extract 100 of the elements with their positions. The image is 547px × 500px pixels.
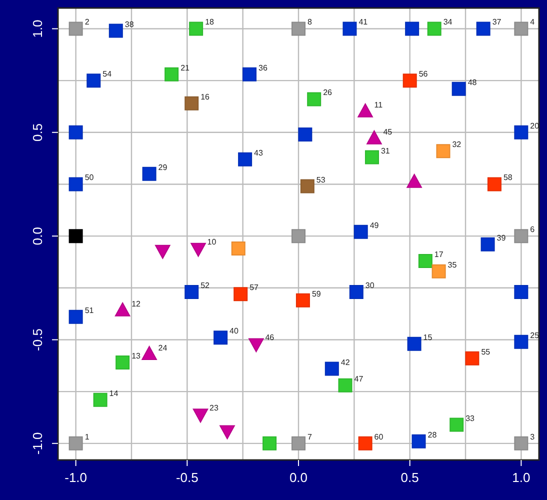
annotation: 52 [200,281,210,290]
point [242,67,257,82]
annotation: 34 [443,18,453,27]
annotation: 51 [84,306,94,315]
point [514,334,528,349]
point [184,285,199,300]
point [338,378,352,392]
annotation: 53 [316,175,326,184]
x-tick-label: 1.0 [512,470,530,485]
x-tick-label: -1.0 [64,470,88,485]
point [405,22,420,36]
point [342,22,357,36]
annotation: 11 [374,100,384,110]
point [262,436,277,450]
point [354,224,368,239]
annotation: 43 [254,148,264,158]
annotation: 24 [158,343,168,352]
point [86,74,101,88]
annotation: 20 [530,121,540,130]
point [358,103,373,118]
annotation: 58 [503,173,513,182]
point [480,237,495,252]
point [189,22,204,36]
point [116,356,130,370]
y-tick-label: -1.0 [30,432,45,455]
annotation: 39 [496,233,506,242]
point [234,287,248,302]
point [406,174,422,188]
annotation: 32 [452,140,462,150]
point [407,336,422,351]
point [296,293,310,308]
y-tick-label: 1.0 [30,20,45,38]
annotation: 23 [210,403,219,412]
point [68,177,83,192]
point [418,254,432,268]
annotation: 7 [308,432,312,442]
point [436,144,450,158]
annotation: 17 [434,250,444,259]
point [366,130,382,144]
annotation: 42 [340,358,350,367]
point [432,264,446,278]
point [248,338,264,352]
point [68,436,83,450]
point [452,82,466,96]
point [427,22,442,36]
point [514,125,528,140]
point [292,436,306,450]
x-tick-label: 0.5 [400,470,419,485]
annotation: 2 [84,18,90,27]
annotation: 33 [466,414,476,423]
annotation: 12 [132,300,142,309]
x-tick-label: 0.0 [289,470,308,485]
point [487,177,502,192]
annotation: 15 [423,332,433,342]
annotation: 4 [530,18,536,27]
annotation: 59 [312,289,322,298]
annotation: 47 [354,374,364,384]
point [349,285,364,300]
point [514,229,528,244]
annotation: 30 [365,281,375,290]
annotation: 57 [250,283,260,292]
point [190,242,206,257]
annotation: 29 [158,162,168,172]
point [514,285,528,300]
point [214,330,228,345]
annotation: 60 [374,432,384,442]
annotation: 6 [530,225,536,234]
point [220,425,235,440]
point [300,179,314,194]
annotation: 16 [200,92,210,102]
point [450,418,464,432]
point [155,244,170,259]
point [307,92,322,106]
point [476,22,490,36]
annotation: 35 [448,260,458,270]
annotation: 18 [205,18,215,27]
point [292,22,306,36]
point [164,67,179,82]
point [68,22,83,36]
annotation: 41 [358,18,368,27]
annotation: 37 [492,18,502,27]
annotation: 49 [370,220,380,230]
annotation: 54 [102,70,112,79]
annotation: 1 [84,432,90,442]
point [93,392,108,407]
point [184,96,199,110]
annotation: 14 [109,388,119,398]
point [324,362,339,376]
annotation: 56 [418,70,428,79]
point [465,351,480,366]
point [68,310,83,324]
point [108,24,123,38]
point [514,436,528,450]
x-tick-label: -0.5 [176,470,198,485]
annotation: 48 [468,78,478,87]
annotation: 55 [481,347,491,356]
point [358,436,372,450]
point [142,166,156,181]
annotation: 31 [380,146,390,156]
point [364,150,379,164]
